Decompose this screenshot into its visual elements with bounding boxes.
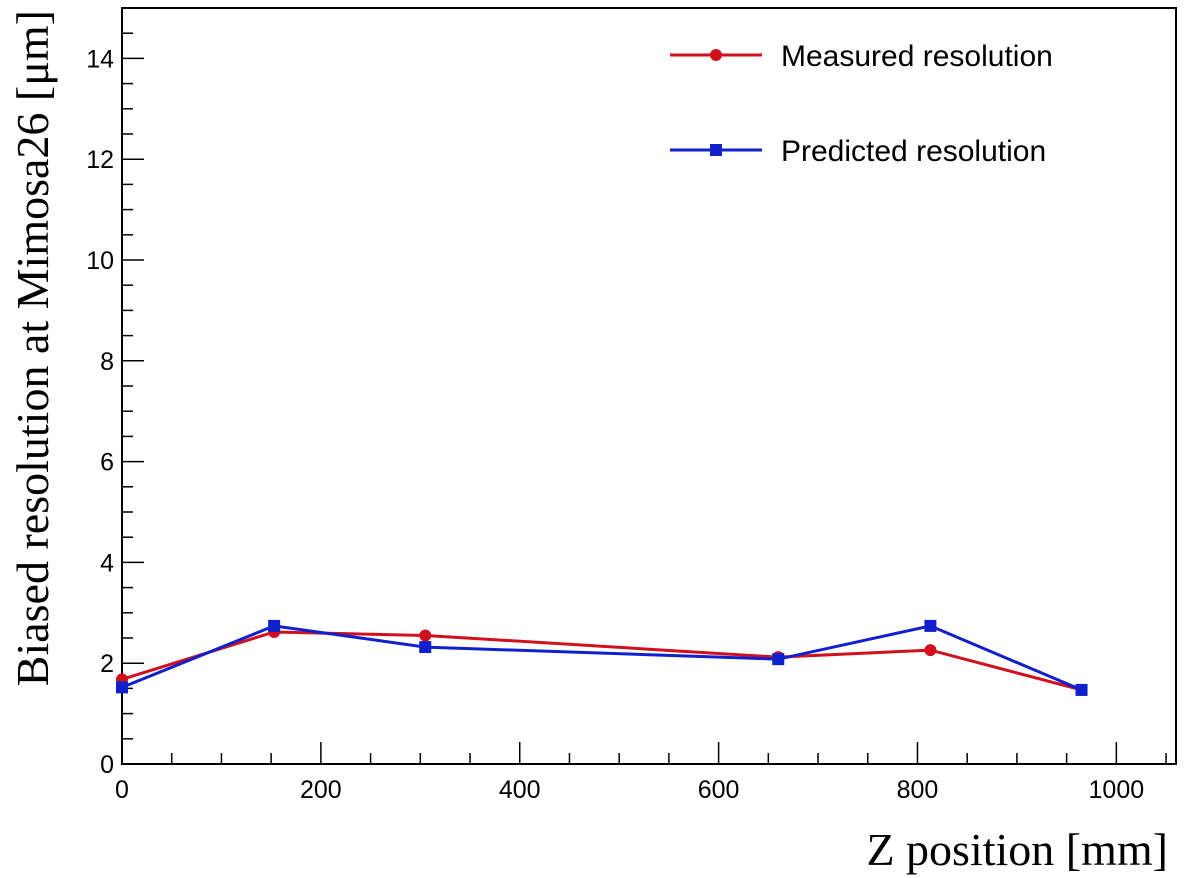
- y-axis-title: Biased resolution at Mimosa26 [μm]: [7, 10, 58, 686]
- data-point-predicted: [924, 619, 937, 632]
- x-tick-label: 600: [698, 776, 740, 804]
- y-tick-label: 12: [86, 146, 114, 174]
- x-tick-label: 0: [115, 776, 129, 804]
- x-tick-label: 200: [300, 776, 342, 804]
- data-point-predicted: [268, 619, 281, 632]
- legend-marker-predicted: [710, 144, 722, 156]
- legend-label-predicted: Predicted resolution: [781, 135, 1046, 168]
- y-tick-labels: 0 2 4 6 8 10 12 14: [86, 45, 114, 779]
- data-point-predicted: [419, 641, 432, 654]
- x-tick-labels: 0 200 400 600 800 1000: [115, 776, 1144, 804]
- data-point-measured: [924, 644, 937, 657]
- x-tick-label: 400: [499, 776, 541, 804]
- y-tick-label: 4: [100, 549, 114, 577]
- y-tick-label: 2: [100, 650, 114, 678]
- data-point-measured: [419, 629, 432, 642]
- series-line-measured: [121, 630, 1082, 692]
- data-point-predicted: [1075, 683, 1088, 696]
- y-tick-label: 14: [86, 45, 114, 73]
- legend: Measured resolution Predicted resolution: [670, 40, 1053, 168]
- y-tick-label: 6: [100, 449, 114, 477]
- data-point-predicted: [116, 681, 128, 694]
- x-tick-label: 1000: [1089, 776, 1145, 804]
- data-point-predicted: [772, 653, 785, 666]
- y-tick-label: 0: [100, 751, 114, 779]
- legend-marker-measured: [710, 49, 722, 61]
- series-layer: [116, 619, 1088, 696]
- legend-label-measured: Measured resolution: [781, 40, 1053, 73]
- series-line-predicted: [121, 624, 1083, 692]
- x-axis-title: Z position [mm]: [866, 824, 1168, 875]
- y-tick-label: 8: [100, 348, 114, 376]
- axis-ticks: [121, 7, 1167, 765]
- x-tick-label: 800: [897, 776, 939, 804]
- y-tick-label: 10: [86, 247, 114, 275]
